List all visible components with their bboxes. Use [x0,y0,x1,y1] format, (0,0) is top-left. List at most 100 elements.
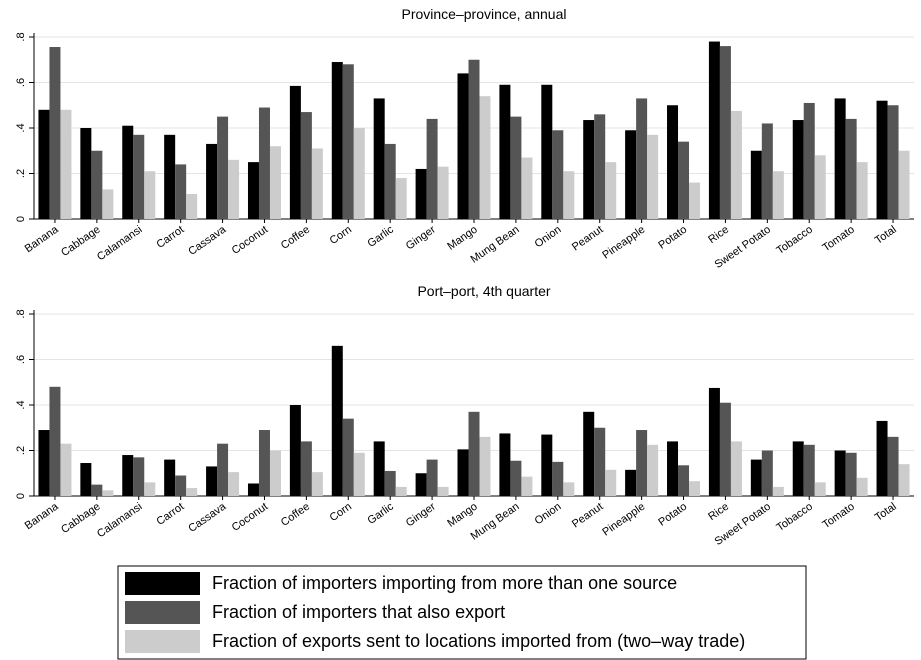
bar [594,114,606,219]
x-tick-label: Onion [533,501,564,528]
y-tick-label: 0 [15,493,27,499]
bar [876,100,888,219]
bar [133,457,145,496]
bar [331,62,343,220]
bar [311,472,323,496]
x-tick-label: Total [873,224,899,247]
x-tick-label: Onion [533,224,564,251]
bar [269,450,281,496]
bar [300,112,312,219]
bar [258,430,270,496]
bar [164,134,176,219]
bar [541,434,553,496]
bar [468,411,480,496]
legend-label: Fraction of exports sent to locations im… [212,631,745,651]
x-tick-label: Banana [23,223,62,255]
bar [426,459,438,496]
bar [373,98,385,219]
x-tick-label: Total [873,501,899,524]
bar [479,96,491,219]
bar [289,405,301,496]
bar [384,143,396,219]
bar [395,178,407,219]
x-tick-label: Corn [328,224,354,248]
bar [289,85,301,219]
bar [60,109,72,219]
bar [247,162,259,219]
bar [102,490,114,496]
bar [91,484,103,496]
bar [353,128,365,219]
bar [122,455,134,496]
bar [206,466,218,496]
bar [521,157,533,219]
bar [552,461,564,496]
x-tick-label: Cassava [186,500,229,535]
bar [395,486,407,496]
bar [228,472,240,496]
bar [457,449,469,496]
bar [803,444,815,496]
bar [60,443,72,496]
bar [761,450,773,496]
bar [594,427,606,496]
bar [80,128,92,219]
x-tick-label: Calamansi [95,224,144,264]
x-tick-label: Pineapple [600,501,647,539]
bar [206,143,218,219]
bar [468,59,480,219]
bar [80,463,92,496]
bar [175,475,187,496]
bar [49,47,61,220]
bar [605,162,617,219]
legend-box [117,565,807,660]
x-tick-label: Cassava [186,223,229,258]
bar [792,120,804,219]
bar [605,469,617,496]
bar [803,102,815,219]
bar [217,443,229,496]
bar [247,483,259,496]
x-tick-label: Peanut [570,224,605,254]
bar [647,134,659,219]
bar [772,171,784,219]
bar [647,444,659,496]
x-tick-label: Mango [445,501,479,530]
bar [300,441,312,496]
bar [38,109,50,219]
x-tick-label: Coffee [279,224,312,252]
bar [269,146,281,219]
bar [772,486,784,496]
legend-swatch [125,601,200,624]
bar [730,110,742,219]
bar [814,155,826,219]
y-tick-label: .6 [15,355,27,364]
bar [342,64,354,219]
bar [49,386,61,496]
bar [521,476,533,496]
bar [186,193,198,219]
bar [750,459,762,496]
bar [133,134,145,219]
legend-label: Fraction of importers importing from mor… [212,573,677,593]
bar [373,441,385,496]
bar [311,148,323,219]
bar [175,164,187,219]
y-tick-label: 0 [15,216,27,222]
bar [563,171,575,219]
bar [719,402,731,496]
bar [583,411,595,496]
bar [761,123,773,219]
y-tick-label: .2 [15,446,27,455]
bar [636,430,648,496]
x-tick-label: Carrot [154,501,186,528]
bar [415,473,427,496]
chart-title: Port–port, 4th quarter [417,283,550,299]
x-tick-label: Coconut [230,501,270,534]
x-tick-label: Ginger [404,223,438,252]
bar [678,141,690,219]
bar [708,41,720,219]
bar [583,120,595,219]
x-tick-label: Rice [706,224,731,246]
x-tick-label: Coffee [279,501,312,529]
